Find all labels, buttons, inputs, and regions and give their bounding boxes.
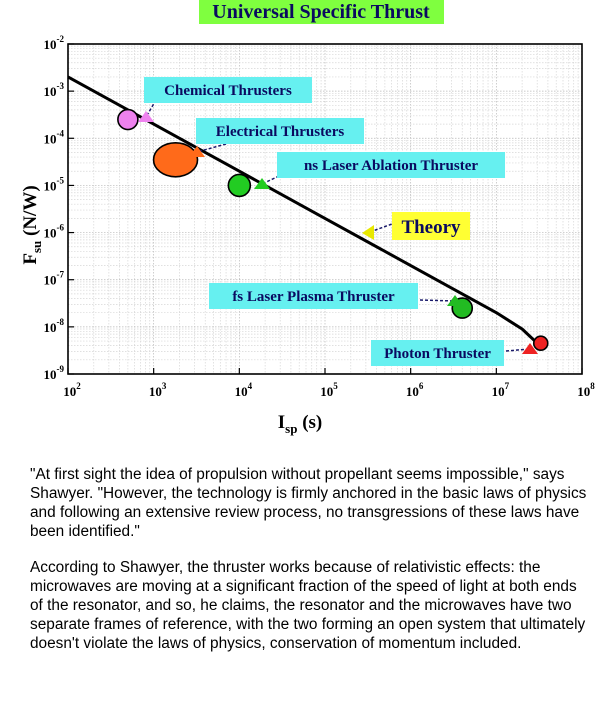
y-tick-base: 10: [44, 226, 57, 241]
x-axis-label: Isp (s): [278, 412, 323, 436]
x-tick-exp: 4: [248, 381, 253, 391]
x-tick-exp: 3: [162, 381, 167, 391]
x-tick-exp: 5: [333, 381, 338, 391]
y-tick-label: 10-4: [44, 128, 65, 146]
series-label-1: Chemical Thrusters: [164, 83, 292, 99]
annotation-box: [209, 283, 418, 309]
theory-curve-layer: [67, 75, 539, 345]
chart-title-box: [199, 0, 444, 24]
y-tick-label: 10-7: [44, 270, 65, 288]
svg-text:Fsu (N/W): Fsu (N/W): [20, 185, 44, 264]
x-axis-label-main: I: [278, 412, 285, 433]
y-tick-label: 10-3: [44, 81, 65, 99]
x-tick-base: 10: [320, 384, 333, 399]
y-tick-label: 10-2: [44, 34, 65, 52]
annotation-arrowhead: [138, 111, 154, 122]
data-point-2: [152, 141, 199, 178]
y-tick-exp: -3: [57, 81, 65, 91]
data-point-5: [532, 335, 549, 352]
x-tick-base: 10: [492, 384, 505, 399]
y-tick-exp: -2: [57, 34, 65, 44]
annotation-box: [277, 152, 505, 178]
annotation-arrowhead: [522, 343, 538, 354]
theory-label-box: [392, 212, 470, 240]
x-tick-exp: 8: [590, 381, 595, 391]
annotation-box: [371, 340, 504, 366]
annotation-arrowhead: [362, 225, 374, 240]
x-tick-exp: 7: [505, 381, 510, 391]
x-tick-exp: 6: [419, 381, 424, 391]
y-tick-label: 10-5: [44, 175, 65, 193]
y-tick-exp: -4: [57, 128, 65, 138]
annotation-arrowhead: [189, 146, 205, 157]
x-axis-label-unit: (s): [297, 412, 322, 433]
x-tick-label: 104: [235, 381, 253, 399]
x-tick-label: 107: [492, 381, 510, 399]
y-tick-exp: -8: [57, 317, 65, 327]
x-tick-base: 10: [235, 384, 248, 399]
theory-curve: [67, 75, 539, 345]
chart-figure: Universal Specific Thrust Fsu (N/W) Isp …: [20, 0, 596, 436]
chart-title: Universal Specific Thrust: [212, 1, 430, 23]
x-tick-base: 10: [63, 384, 76, 399]
annotation-box: [196, 118, 364, 144]
y-tick-label: 10-9: [44, 364, 65, 382]
y-tick-base: 10: [44, 178, 57, 193]
axis-ticks: 102 103 104 105 106 107 10810-910-810-710-610-…: [44, 34, 596, 399]
data-point-3: [227, 173, 252, 198]
x-axis-label-sub: sp: [285, 421, 297, 436]
annotation-box: [144, 77, 312, 103]
series-label-4: fs Laser Plasma Thruster: [232, 289, 395, 305]
annotations: Chemical Thrusters Electrical Thrusters ns…: [138, 77, 538, 366]
y-tick-base: 10: [44, 320, 57, 335]
chart-svg: Universal Specific Thrust Fsu (N/W) Isp …: [20, 0, 596, 436]
y-axis-label-sub: su: [29, 241, 44, 253]
y-axis-label-main: F: [20, 253, 41, 265]
y-tick-base: 10: [44, 84, 57, 99]
y-tick-label: 10-8: [44, 317, 65, 335]
y-tick-exp: -5: [57, 175, 65, 185]
x-tick-label: 106: [406, 381, 424, 399]
y-tick-exp: -7: [57, 270, 65, 280]
x-tick-base: 10: [149, 384, 162, 399]
x-tick-base: 10: [406, 384, 419, 399]
series-label-3: ns Laser Ablation Thruster: [304, 158, 478, 174]
y-axis-label-unit: (N/W): [20, 185, 41, 240]
y-tick-label: 10-6: [44, 223, 65, 241]
caption: "At first sight the idea of propulsion w…: [30, 465, 590, 670]
data-points: [117, 108, 549, 352]
annotation-leader: [196, 143, 227, 153]
x-tick-label: 102: [63, 381, 81, 399]
y-tick-exp: -9: [57, 364, 65, 374]
x-tick-label: 108: [577, 381, 595, 399]
x-tick-base: 10: [577, 384, 590, 399]
y-tick-exp: -6: [57, 223, 65, 233]
y-tick-base: 10: [44, 37, 57, 52]
annotation-arrowhead: [447, 295, 463, 306]
plot-frame: [67, 43, 583, 375]
y-tick-base: 10: [44, 131, 57, 146]
annotation-leader: [419, 299, 456, 302]
y-axis-label: Fsu (N/W): [20, 185, 44, 264]
theory-label: Theory: [401, 217, 461, 238]
caption-paragraph-1: "At first sight the idea of propulsion w…: [30, 466, 587, 540]
x-tick-exp: 2: [76, 381, 81, 391]
annotation-arrowhead: [254, 178, 270, 189]
x-tick-label: 103: [149, 381, 167, 399]
caption-paragraph-2: According to Shawyer, the thruster works…: [30, 559, 586, 652]
annotation-leader: [369, 223, 393, 233]
y-tick-base: 10: [44, 273, 57, 288]
x-tick-label: 105: [320, 381, 338, 399]
y-tick-base: 10: [44, 367, 57, 382]
series-label-2: Electrical Thrusters: [216, 124, 345, 140]
data-point-1: [117, 108, 139, 131]
series-label-5: Photon Thruster: [384, 346, 491, 362]
